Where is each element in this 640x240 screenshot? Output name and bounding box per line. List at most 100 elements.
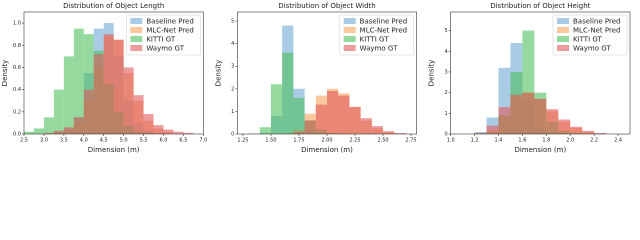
y-tick-label: 0.0 xyxy=(13,132,21,138)
y-tick-label: 5 xyxy=(444,28,447,34)
legend-box xyxy=(552,14,628,56)
x-tick-label: 1.8 xyxy=(542,138,550,144)
legend-box xyxy=(339,14,414,56)
y-tick-label: 4 xyxy=(444,49,447,55)
histogram-bar xyxy=(293,97,305,134)
histogram-bar xyxy=(63,56,74,135)
legend-label: KITTI GT xyxy=(360,36,390,44)
legend-label: MLC-Net Pred xyxy=(360,27,407,35)
histogram-bar xyxy=(546,109,559,134)
legend-label: Waymo GT xyxy=(146,45,184,53)
histogram-bar xyxy=(582,130,595,134)
histogram-bar xyxy=(143,114,154,134)
histogram-bar xyxy=(153,125,164,134)
legend-label: Baseline Pred xyxy=(573,18,620,26)
y-tick-label: 0.8 xyxy=(13,43,21,49)
legend-swatch xyxy=(557,18,569,24)
histogram-bar xyxy=(282,52,294,134)
legend-label: Waymo GT xyxy=(360,45,398,53)
histogram-bar xyxy=(83,89,94,134)
histogram-bar xyxy=(53,89,64,134)
x-tick-label: 4.0 xyxy=(80,138,88,144)
x-tick-label: 1.4 xyxy=(495,138,503,144)
histogram-bar xyxy=(53,130,64,134)
legend-swatch xyxy=(130,27,143,33)
legend-label: Baseline Pred xyxy=(146,18,193,26)
histogram-bar xyxy=(474,132,487,134)
x-tick-label: 3.0 xyxy=(40,138,48,144)
histogram-bar xyxy=(73,28,84,134)
y-axis-label: Density xyxy=(428,60,436,87)
x-tick-label: 2.00 xyxy=(321,138,332,144)
x-tick-label: 1.6 xyxy=(518,138,526,144)
histogram-bar xyxy=(183,132,194,134)
histogram-bar xyxy=(73,117,84,134)
histogram-bar xyxy=(43,117,54,134)
histogram-bar xyxy=(371,126,384,134)
x-tick-label: 4.5 xyxy=(100,138,108,144)
histogram-bar xyxy=(293,131,305,134)
histogram-bar xyxy=(570,126,583,134)
histogram-bar xyxy=(349,106,361,134)
histogram-bar xyxy=(558,119,571,134)
legend-swatch xyxy=(343,45,356,51)
x-tick-label: 1.2 xyxy=(471,138,479,144)
y-tick-label: 0 xyxy=(444,132,447,138)
histogram-bar xyxy=(498,67,511,134)
histogram-bar xyxy=(594,132,607,134)
legend-swatch xyxy=(130,45,143,51)
chart-title: Distribution of Object Width xyxy=(278,2,375,10)
plot-frame xyxy=(23,11,204,135)
y-axis-label: Density xyxy=(1,60,9,87)
legend-swatch xyxy=(130,36,143,42)
x-tick-label: 2.5 xyxy=(20,138,28,144)
y-tick-label: 3 xyxy=(444,69,447,75)
histogram-bar xyxy=(113,39,124,134)
legend-swatch xyxy=(343,27,356,33)
legend-label: Waymo GT xyxy=(573,45,611,53)
histogram-bar xyxy=(63,127,74,134)
legend-label: KITTI GT xyxy=(146,36,176,44)
histogram-bar xyxy=(522,30,535,134)
histogram-bar xyxy=(394,133,406,134)
y-tick-label: 2 xyxy=(231,86,234,92)
histogram-bar xyxy=(360,118,372,134)
histogram-bar xyxy=(133,95,144,134)
chart-title: Distribution of Object Length xyxy=(63,2,164,10)
x-axis-label: Dimension (m) xyxy=(301,146,353,154)
histogram-bar xyxy=(43,132,54,134)
y-tick-label: 1.0 xyxy=(13,21,21,27)
legend-label: Baseline Pred xyxy=(360,18,407,26)
x-tick-label: 2.25 xyxy=(349,138,360,144)
x-tick-label: 2.4 xyxy=(614,138,622,144)
x-tick-label: 1.0 xyxy=(447,138,455,144)
histogram-bar xyxy=(163,129,174,134)
histogram-bar xyxy=(338,95,350,134)
x-axis-label: Dimension (m) xyxy=(88,146,140,154)
x-tick-label: 5.0 xyxy=(120,138,128,144)
y-tick-label: 0.2 xyxy=(13,109,21,115)
legend-swatch xyxy=(557,45,569,51)
histogram-bar xyxy=(327,91,339,134)
x-tick-label: 3.5 xyxy=(60,138,68,144)
y-tick-label: 5 xyxy=(231,19,234,25)
legend-label: MLC-Net Pred xyxy=(146,27,193,35)
y-tick-label: 0.6 xyxy=(13,65,21,71)
legend-swatch xyxy=(343,36,356,42)
legend-swatch xyxy=(557,27,569,33)
x-tick-label: 1.25 xyxy=(237,138,248,144)
histogram-bar xyxy=(315,104,327,134)
histogram-bar xyxy=(498,107,511,134)
x-tick-label: 1.50 xyxy=(265,138,276,144)
x-tick-label: 6.0 xyxy=(160,138,168,144)
histogram-bar xyxy=(173,131,184,134)
legend-label: MLC-Net Pred xyxy=(573,27,620,35)
histogram-bar xyxy=(93,54,104,134)
histogram-bar xyxy=(522,92,535,134)
histogram-bar xyxy=(270,84,283,134)
chart-title: Distribution of Object Height xyxy=(490,2,590,10)
y-axis-label: Density xyxy=(214,60,222,87)
histogram-bar xyxy=(24,131,34,134)
histogram-bar xyxy=(259,127,271,134)
legend-box xyxy=(126,14,201,56)
